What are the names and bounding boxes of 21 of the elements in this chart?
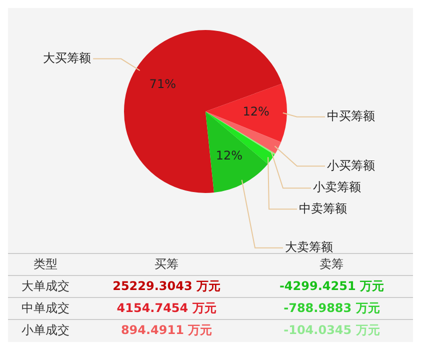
text: 买筹: [154, 256, 180, 273]
slice-label: 大买筹额: [43, 50, 92, 65]
slice-label: 小买筹额: [327, 158, 375, 172]
slice-label: 中买筹额: [327, 109, 375, 124]
text: 小单成交: [20, 322, 70, 340]
data-label: 12%: [242, 104, 270, 119]
data-label: 12%: [216, 148, 243, 162]
data-label: 71%: [149, 76, 176, 91]
text: 类型: [32, 256, 58, 273]
text: 大单成交: [20, 278, 70, 295]
text: -4299.4251 万元: [278, 278, 385, 295]
text: 卖筹: [318, 256, 345, 273]
slice-label: 中卖筹额: [299, 201, 347, 216]
text: -104.0345 万元: [282, 322, 381, 340]
slice-label: 大卖筹额: [285, 240, 333, 254]
text: -788.9883 万元: [282, 300, 381, 317]
text: 894.4911 万元: [120, 322, 214, 340]
text: 中单成交: [20, 300, 70, 317]
text: 4154.7454 万元: [116, 300, 218, 317]
slice-label: 小卖筹额: [313, 180, 361, 194]
text: 25229.3043 万元: [112, 278, 222, 295]
